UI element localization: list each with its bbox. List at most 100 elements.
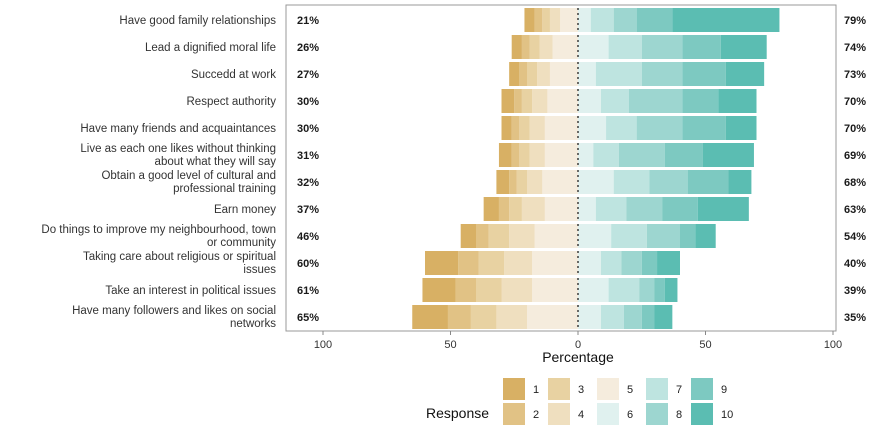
bar-segment-1 [511, 35, 522, 59]
bar-segment-5 [532, 278, 578, 302]
bar-segment-1 [496, 170, 510, 194]
bar-segment-3 [527, 62, 538, 86]
bar-segment-8 [646, 224, 680, 248]
legend-swatch-7 [646, 378, 668, 400]
bar-segment-10 [695, 224, 716, 248]
bar-segment-10 [728, 170, 752, 194]
bar-segment-2 [511, 143, 520, 167]
bar-segment-5 [544, 143, 578, 167]
bar-segment-6 [578, 62, 596, 86]
category-label: Succedd at work [191, 69, 276, 81]
bar-segment-9 [664, 143, 703, 167]
bar-segment-10 [725, 116, 757, 140]
bar-segment-5 [549, 62, 578, 86]
bar-segment-10 [654, 305, 673, 329]
bar-segment-6 [578, 278, 609, 302]
category-label: Obtain a good level of cultural and profe… [101, 170, 276, 195]
right-percent-label: 68% [844, 177, 866, 189]
bar-segment-1 [498, 143, 512, 167]
bar-segment-5 [542, 170, 578, 194]
bar-segment-3 [509, 197, 522, 221]
left-percent-label: 37% [297, 204, 319, 216]
category-labels: Have good family relationships Lead a dig… [41, 15, 276, 330]
legend-label: 3 [578, 384, 584, 396]
bar-segment-9 [682, 89, 719, 113]
legend-swatch-6 [597, 403, 619, 425]
bar-segment-4 [532, 89, 548, 113]
right-percent-label: 69% [844, 150, 866, 162]
bar-segment-7 [606, 116, 637, 140]
bar-segment-10 [697, 197, 749, 221]
x-tick-label: 100 [314, 339, 332, 351]
left-percent-label: 31% [297, 150, 319, 162]
bar-segment-10 [720, 35, 767, 59]
category-label: Take an interest in political issues [105, 285, 276, 297]
legend: Response 1 2 3 4 5 6 7 8 9 10 [426, 378, 733, 425]
bar-segment-2 [476, 224, 489, 248]
left-percent-label: 27% [297, 69, 319, 81]
bar-segment-3 [521, 89, 533, 113]
category-label: Respect authority [187, 96, 277, 108]
bar-segment-7 [611, 224, 647, 248]
legend-label: 8 [676, 409, 682, 421]
bar-segment-7 [595, 62, 642, 86]
x-tick-label: 50 [444, 339, 456, 351]
bar-segment-2 [498, 197, 510, 221]
bar-segment-5 [560, 8, 578, 32]
bar-segment-8 [649, 170, 688, 194]
bar-segment-9 [680, 224, 696, 248]
plot-panel [285, 4, 837, 332]
bar-segment-8 [618, 143, 665, 167]
bar-segment-10 [725, 62, 765, 86]
bar-segment-4 [537, 62, 550, 86]
bar-segment-6 [578, 89, 601, 113]
legend-label: 4 [578, 409, 584, 421]
bar-segment-2 [519, 62, 527, 86]
legend-swatch-1 [503, 378, 525, 400]
left-percent-label: 60% [297, 258, 319, 270]
bar-segment-2 [511, 116, 520, 140]
bar-segment-4 [527, 170, 543, 194]
legend-label: 6 [627, 409, 633, 421]
category-label: Do things to improve my neighbourhood, t… [41, 224, 276, 249]
bar-segment-9 [636, 8, 673, 32]
bar-segment-9 [662, 197, 698, 221]
bar-segment-7 [595, 197, 627, 221]
percent-labels: 21% 79% 26% 74% 27% 73% 30% 70% 30% 70% 31% 69% 32% 6… [297, 15, 866, 324]
bar-segment-3 [529, 35, 540, 59]
bar-segment-9 [641, 251, 658, 275]
bar-segment-1 [460, 224, 476, 248]
bar-segment-6 [578, 8, 591, 32]
bar-segment-4 [529, 116, 545, 140]
bar-segment-6 [578, 305, 601, 329]
bar-segment-9 [682, 116, 726, 140]
bar-segment-8 [641, 35, 683, 59]
category-label: Have many friends and acquaintances [80, 123, 276, 135]
bar-segment-1 [501, 89, 515, 113]
bar-segment-8 [641, 62, 683, 86]
bar-segment-8 [626, 197, 663, 221]
left-percent-label: 26% [297, 42, 319, 54]
bar-segment-5 [547, 89, 578, 113]
bar-segment-6 [578, 224, 612, 248]
bar-segment-5 [527, 305, 578, 329]
bar-segment-1 [412, 305, 448, 329]
right-percent-label: 39% [844, 285, 866, 297]
bar-segment-8 [636, 116, 683, 140]
legend-label: 10 [721, 409, 733, 421]
left-percent-label: 21% [297, 15, 319, 27]
legend-swatch-4 [548, 403, 570, 425]
left-percent-label: 30% [297, 123, 319, 135]
right-percent-label: 79% [844, 15, 866, 27]
right-percent-label: 73% [844, 69, 866, 81]
x-tick-label: 100 [824, 339, 842, 351]
bar-segment-8 [613, 8, 637, 32]
right-percent-label: 70% [844, 123, 866, 135]
legend-swatch-8 [646, 403, 668, 425]
bar-segment-1 [501, 116, 512, 140]
bar-segment-2 [509, 170, 517, 194]
left-percent-label: 61% [297, 285, 319, 297]
bar-segment-10 [664, 278, 678, 302]
bar-segment-5 [544, 116, 578, 140]
bar-segment-9 [654, 278, 665, 302]
